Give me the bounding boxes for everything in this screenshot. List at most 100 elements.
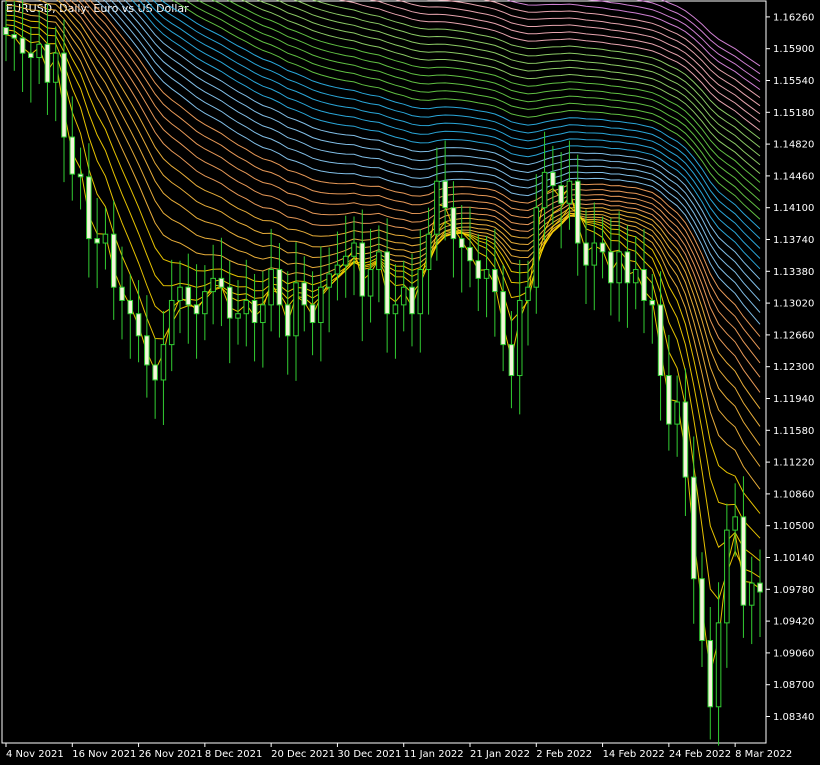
x-tick-label: 30 Dec 2021 (337, 749, 401, 760)
ma-line (5, 14, 761, 514)
candle-body (193, 304, 200, 315)
plot-frame (1, 0, 767, 744)
y-tick-label: 1.15180 (773, 108, 814, 119)
candle-body (641, 269, 647, 301)
candle-body (235, 313, 241, 319)
x-tick-label: 8 Dec 2021 (205, 749, 263, 760)
y-tick-label: 1.09060 (773, 648, 814, 659)
candle-body (707, 640, 714, 708)
y-tick-label: 1.09780 (773, 585, 814, 596)
candle-body (632, 269, 639, 284)
ma-line (5, 34, 761, 674)
candle-body (110, 233, 117, 288)
candle-body (260, 304, 266, 324)
candle-body (376, 251, 382, 271)
candle-body (458, 238, 465, 248)
candle-body (268, 269, 274, 306)
candle-body (516, 299, 523, 377)
candle-body (732, 516, 738, 531)
candle-body (508, 344, 515, 377)
candle-body (144, 335, 150, 366)
ma-line (211, 0, 761, 192)
x-tick-label: 8 Mar 2022 (735, 749, 792, 760)
ma-line (5, 19, 761, 539)
candle-body (483, 269, 490, 279)
ma-line (5, 0, 761, 446)
candle-body (359, 242, 366, 297)
ma-line (95, 0, 761, 325)
candle-body (243, 299, 250, 315)
candle-body (301, 282, 308, 306)
candle-body (690, 476, 697, 580)
candle-body (757, 582, 763, 593)
candle-body (177, 286, 183, 301)
candle-body (740, 516, 747, 606)
candle-body (119, 286, 125, 301)
candle-body (748, 582, 755, 606)
candle-body (3, 27, 9, 36)
candle-body (492, 269, 498, 293)
candle-body (185, 286, 192, 306)
ma-line (89, 0, 761, 337)
ma-line (138, 0, 761, 259)
candle-body (309, 304, 316, 324)
candle-body (226, 286, 233, 319)
x-tick-label: 24 Feb 2022 (669, 749, 731, 760)
candle-body (682, 401, 689, 478)
candle-body (69, 136, 76, 175)
candle-body (558, 185, 564, 204)
ma-line (226, 0, 761, 183)
candle-body (475, 260, 482, 279)
candle-body (367, 269, 374, 297)
candle-body (500, 291, 506, 346)
ma-line (5, 29, 761, 601)
candle-body (19, 37, 26, 54)
y-tick-label: 1.14820 (773, 140, 814, 151)
candle-body (86, 176, 92, 240)
candle-body (168, 299, 175, 346)
x-tick-label: 16 Nov 2021 (72, 749, 136, 760)
y-tick-label: 1.16260 (773, 12, 814, 23)
ma-line (160, 0, 761, 230)
y-tick-label: 1.08700 (773, 680, 814, 691)
candle-body (152, 364, 158, 381)
candle-body (36, 43, 42, 59)
candle-body (400, 286, 407, 306)
candle-body (550, 171, 556, 187)
candle-body (657, 304, 664, 377)
y-tick-label: 1.11580 (773, 426, 814, 437)
ma-line (5, 24, 761, 562)
ma-line (110, 0, 761, 302)
candle-body (44, 43, 51, 83)
candle-body (326, 273, 332, 288)
candle-body (284, 304, 291, 337)
candle-body (276, 269, 283, 306)
ma-line (69, 0, 761, 378)
candle-body (318, 286, 324, 324)
candle-body (409, 286, 415, 315)
y-tick-label: 1.09420 (773, 617, 814, 628)
y-tick-label: 1.11220 (773, 458, 814, 469)
candle-body (351, 242, 357, 257)
ma-line (116, 0, 761, 291)
y-tick-label: 1.14100 (773, 203, 814, 214)
ma-line (83, 0, 761, 350)
candle-body (127, 299, 134, 315)
candle-body (699, 578, 705, 642)
ma-line (506, 0, 761, 91)
candle-body (591, 242, 598, 266)
y-tick-label: 1.11940 (773, 394, 814, 405)
ma-line (152, 0, 761, 239)
candle-body (293, 282, 299, 337)
ma-line (312, 0, 761, 140)
candle-body (135, 313, 142, 337)
candle-body (649, 299, 656, 306)
candle-body (77, 173, 84, 178)
ma-line (395, 0, 761, 115)
candle-body (583, 242, 589, 266)
candle-body (724, 529, 730, 624)
ma-line (587, 0, 761, 83)
ma-line (275, 0, 761, 157)
ma-line (483, 0, 761, 99)
